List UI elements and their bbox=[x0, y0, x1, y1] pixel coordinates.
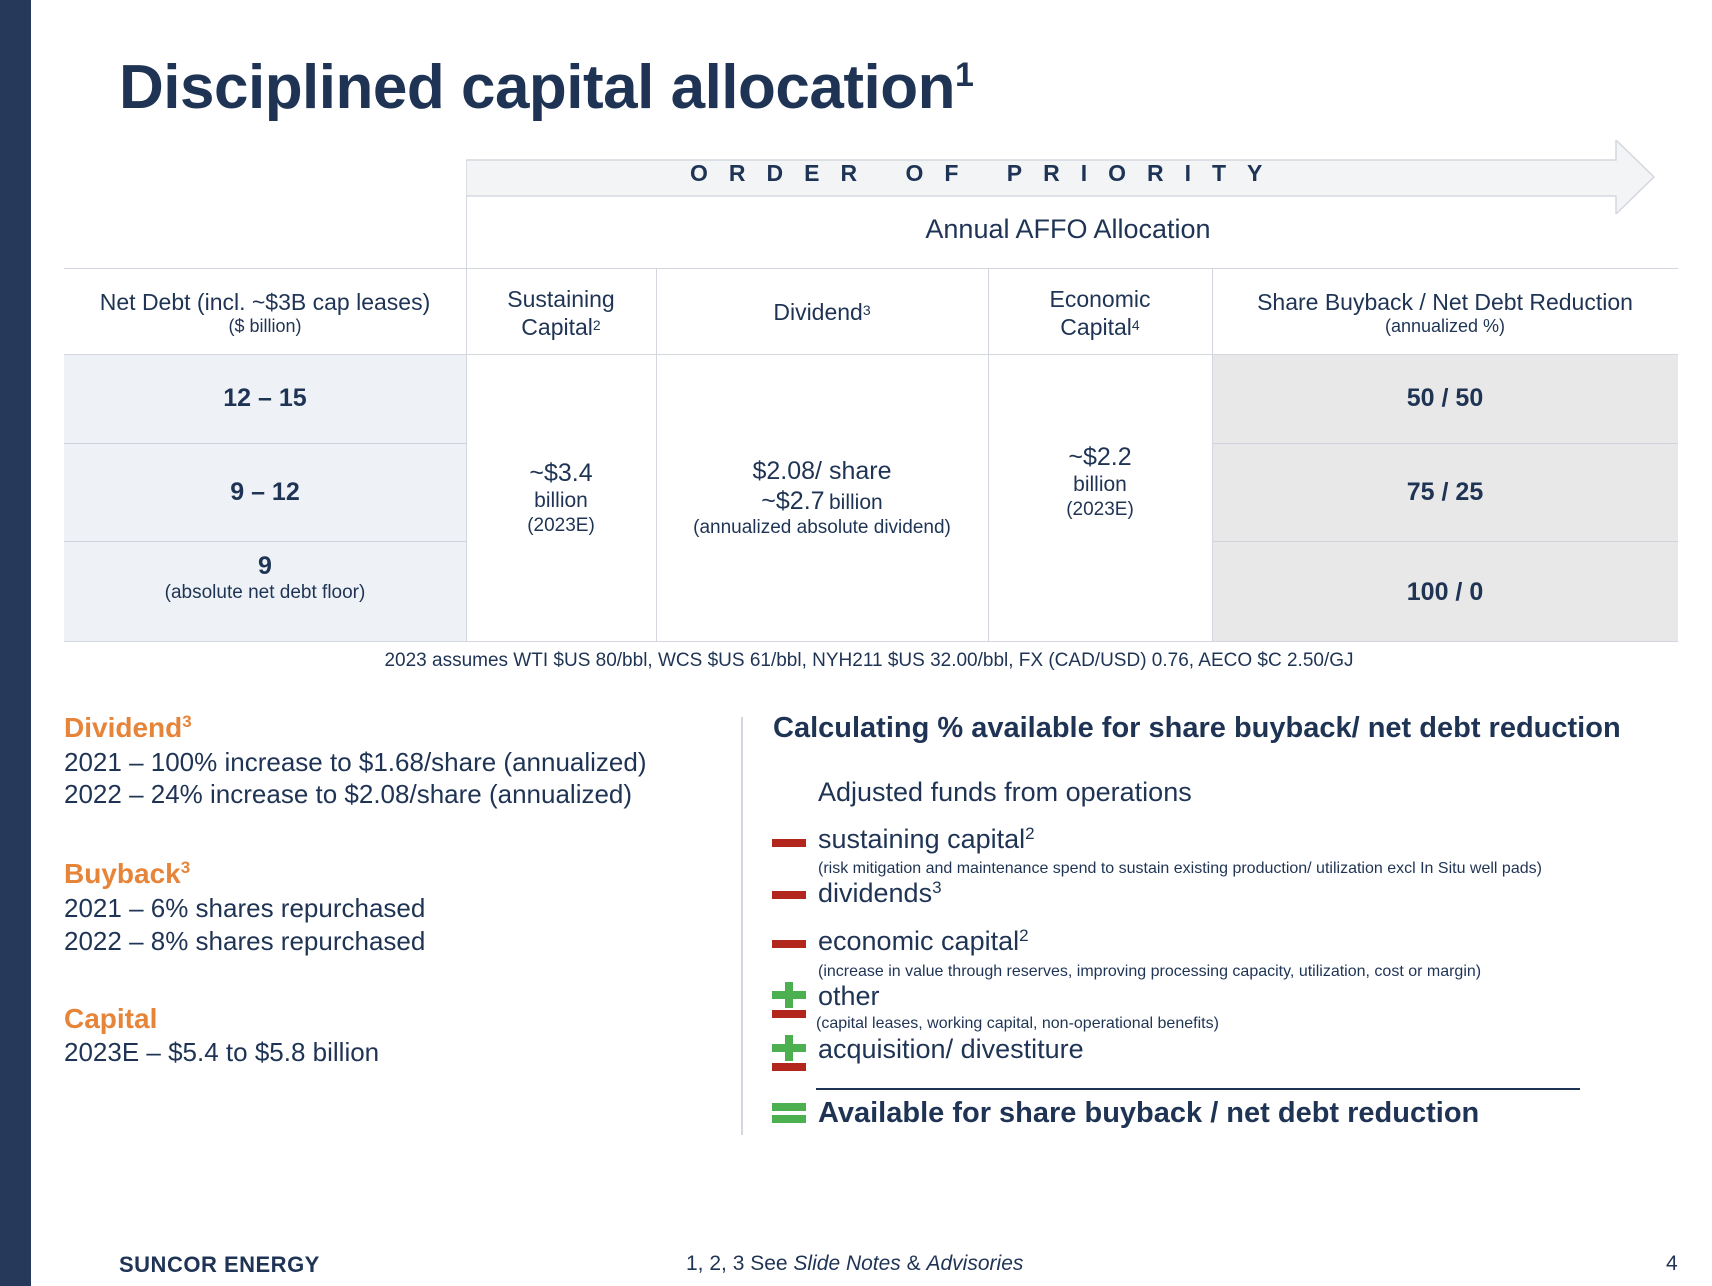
sum-line bbox=[816, 1088, 1580, 1090]
dividend-heading: Dividend3 bbox=[64, 712, 192, 743]
calc-sustaining-capital: sustaining capital2 bbox=[818, 824, 1035, 854]
header-dividend: Dividend3 bbox=[773, 299, 871, 325]
calc-result: Available for share buyback / net debt r… bbox=[818, 1097, 1480, 1129]
buyback-row-1: 50 / 50 bbox=[1406, 384, 1484, 412]
calc-afo: Adjusted funds from operations bbox=[818, 777, 1192, 807]
net-debt-column-bg bbox=[64, 354, 466, 642]
net-debt-row-3: 9 (absolute net debt floor) bbox=[164, 552, 366, 603]
capital-heading: Capital bbox=[64, 1003, 158, 1034]
header-share-buyback: Share Buyback / Net Debt Reduction (annu… bbox=[1257, 289, 1633, 336]
page-number: 4 bbox=[1666, 1252, 1678, 1275]
plus-icon-bar bbox=[772, 991, 806, 999]
slide-notes-link[interactable]: Slide Notes bbox=[793, 1252, 901, 1275]
buyback-row-3: 100 / 0 bbox=[1406, 578, 1484, 606]
calc-sustaining-note: (risk mitigation and maintenance spend t… bbox=[818, 860, 1542, 877]
dividend-line-2: 2022 – 24% increase to $2.08/share (annu… bbox=[64, 779, 633, 809]
plus-icon-bar bbox=[772, 1044, 806, 1052]
calc-dividends: dividends3 bbox=[818, 878, 942, 908]
header-economic-capital: Economic Capital4 bbox=[1049, 286, 1151, 340]
minus-icon bbox=[772, 839, 806, 847]
minus-icon bbox=[772, 940, 806, 948]
calc-economic-note: (increase in value through reserves, imp… bbox=[818, 963, 1482, 980]
capital-line-1: 2023E – $5.4 to $5.8 billion bbox=[64, 1037, 380, 1067]
buyback-row-2: 75 / 25 bbox=[1406, 478, 1484, 506]
calc-other-note: (capital leases, working capital, non-op… bbox=[816, 1015, 1219, 1032]
dividend-line-1: 2021 – 100% increase to $1.68/share (ann… bbox=[64, 747, 647, 777]
economic-capital-value: ~$2.2 billion (2023E) bbox=[1066, 443, 1134, 520]
affo-allocation-label: Annual AFFO Allocation bbox=[925, 214, 1211, 244]
buyback-line-2: 2022 – 8% shares repurchased bbox=[64, 926, 426, 956]
buyback-heading: Buyback3 bbox=[64, 858, 191, 889]
equals-icon bbox=[772, 1103, 806, 1111]
sustaining-capital-value: ~$3.4 billion (2023E) bbox=[527, 459, 595, 536]
header-sustaining-capital: Sustaining Capital2 bbox=[507, 286, 615, 340]
page-title: Disciplined capital allocation1 bbox=[119, 53, 974, 122]
footer-notes: 1, 2, 3 See Slide Notes & Advisories bbox=[686, 1252, 1024, 1275]
equals-icon-bar bbox=[772, 1115, 806, 1123]
minus-icon bbox=[772, 891, 806, 899]
buyback-line-1: 2021 – 6% shares repurchased bbox=[64, 893, 426, 923]
price-assumptions: 2023 assumes WTI $US 80/bbl, WCS $US 61/… bbox=[384, 650, 1354, 671]
minus-icon bbox=[772, 1063, 806, 1071]
net-debt-row-1: 12 – 15 bbox=[223, 384, 307, 412]
left-accent-bar bbox=[0, 0, 31, 1286]
calc-economic-capital: economic capital2 bbox=[818, 926, 1029, 956]
priority-arrow-icon bbox=[466, 140, 1656, 214]
advisories-link[interactable]: Advisories bbox=[926, 1252, 1024, 1275]
order-of-priority-label: ORDER OF PRIORITY bbox=[690, 160, 1284, 186]
calc-title: Calculating % available for share buybac… bbox=[773, 712, 1621, 744]
buyback-column-bg bbox=[1212, 354, 1678, 642]
minus-icon bbox=[772, 1010, 806, 1018]
calc-other: other bbox=[818, 981, 880, 1011]
header-net-debt: Net Debt (incl. ~$3B cap leases) ($ bill… bbox=[99, 289, 431, 336]
brand-logo-text: SUNCOR ENERGY bbox=[119, 1252, 320, 1277]
calc-acquisition: acquisition/ divestiture bbox=[818, 1034, 1084, 1064]
vertical-divider bbox=[741, 717, 743, 1135]
net-debt-row-2: 9 – 12 bbox=[230, 478, 300, 506]
dividend-value: $2.08/ share ~$2.7 billion (annualized a… bbox=[693, 457, 951, 538]
